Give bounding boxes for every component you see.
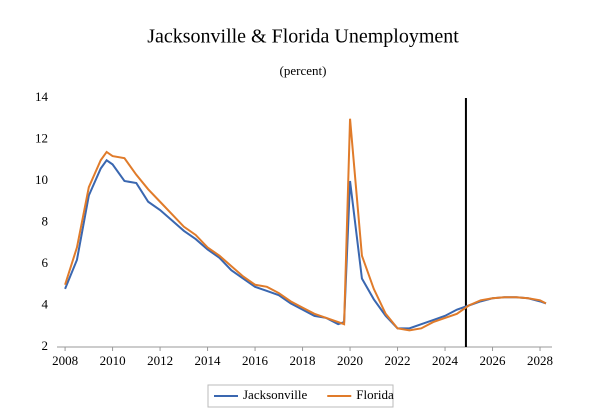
chart-title: Jacksonville & Florida Unemployment — [147, 26, 459, 48]
x-tick-label: 2026 — [480, 353, 507, 368]
y-tick-label: 8 — [42, 213, 49, 228]
legend-box — [207, 384, 394, 408]
legend-label: Jacksonville — [243, 387, 307, 402]
y-tick-label: 12 — [35, 130, 48, 145]
x-tick-label: 2022 — [385, 353, 411, 368]
x-tick-label: 2016 — [242, 353, 269, 368]
line-series — [64, 118, 547, 332]
x-tick-label: 2014 — [195, 353, 222, 368]
legend-label: Florida — [356, 387, 394, 402]
x-tick-label: 2010 — [100, 353, 126, 368]
chart-subtitle: (percent) — [280, 63, 327, 78]
y-tick-label: 6 — [42, 255, 49, 270]
x-tick-label: 2028 — [527, 353, 553, 368]
y-tick-label: 10 — [35, 172, 48, 187]
x-tick-label: 2012 — [147, 353, 173, 368]
y-tick-label: 2 — [42, 338, 49, 353]
y-tick-label: 4 — [42, 296, 49, 311]
y-tick-label: 14 — [35, 89, 49, 104]
x-tick-label: 2008 — [52, 353, 78, 368]
x-tick-label: 2024 — [432, 353, 459, 368]
x-tick-label: 2018 — [290, 353, 316, 368]
x-tick-label: 2020 — [337, 353, 363, 368]
